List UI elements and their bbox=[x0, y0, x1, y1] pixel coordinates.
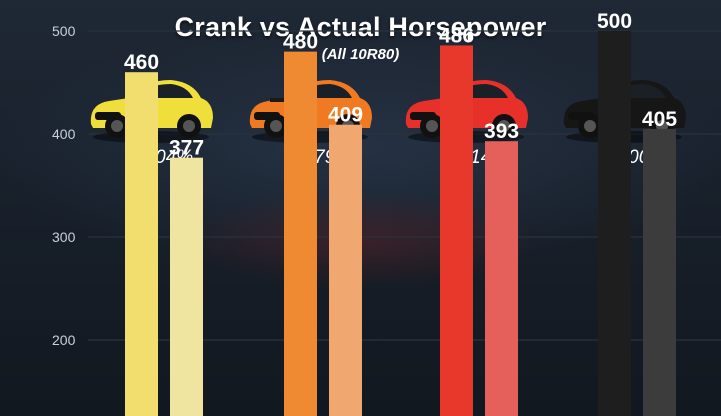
actual-hp-bar bbox=[170, 157, 203, 416]
actual-hp-bar bbox=[643, 128, 676, 416]
chart-subtitle: (All 10R80) bbox=[321, 46, 400, 63]
crank-hp-bar bbox=[598, 31, 631, 416]
crank-hp-bar bbox=[125, 72, 158, 416]
bar-value-label: 377 bbox=[169, 137, 204, 160]
crank-hp-bar bbox=[440, 45, 473, 416]
bar-value-label: 409 bbox=[328, 104, 363, 127]
bar-value-label: 500 bbox=[597, 10, 632, 33]
actual-hp-bar bbox=[485, 141, 518, 416]
y-tick-label: 400 bbox=[52, 126, 76, 142]
actual-hp-bar bbox=[329, 124, 362, 416]
y-tick-label: 200 bbox=[52, 332, 76, 348]
crank-hp-bar bbox=[284, 51, 317, 416]
bar-value-label: 405 bbox=[642, 108, 677, 131]
bar-value-label: 393 bbox=[484, 120, 519, 143]
bar-value-label: 460 bbox=[124, 51, 159, 74]
chart-title: Crank vs Actual Horsepower bbox=[174, 12, 547, 42]
y-tick-label: 500 bbox=[52, 23, 76, 39]
bar-value-label: 486 bbox=[439, 24, 474, 47]
y-tick-label: 300 bbox=[52, 229, 76, 245]
bar-value-label: 480 bbox=[283, 31, 318, 54]
